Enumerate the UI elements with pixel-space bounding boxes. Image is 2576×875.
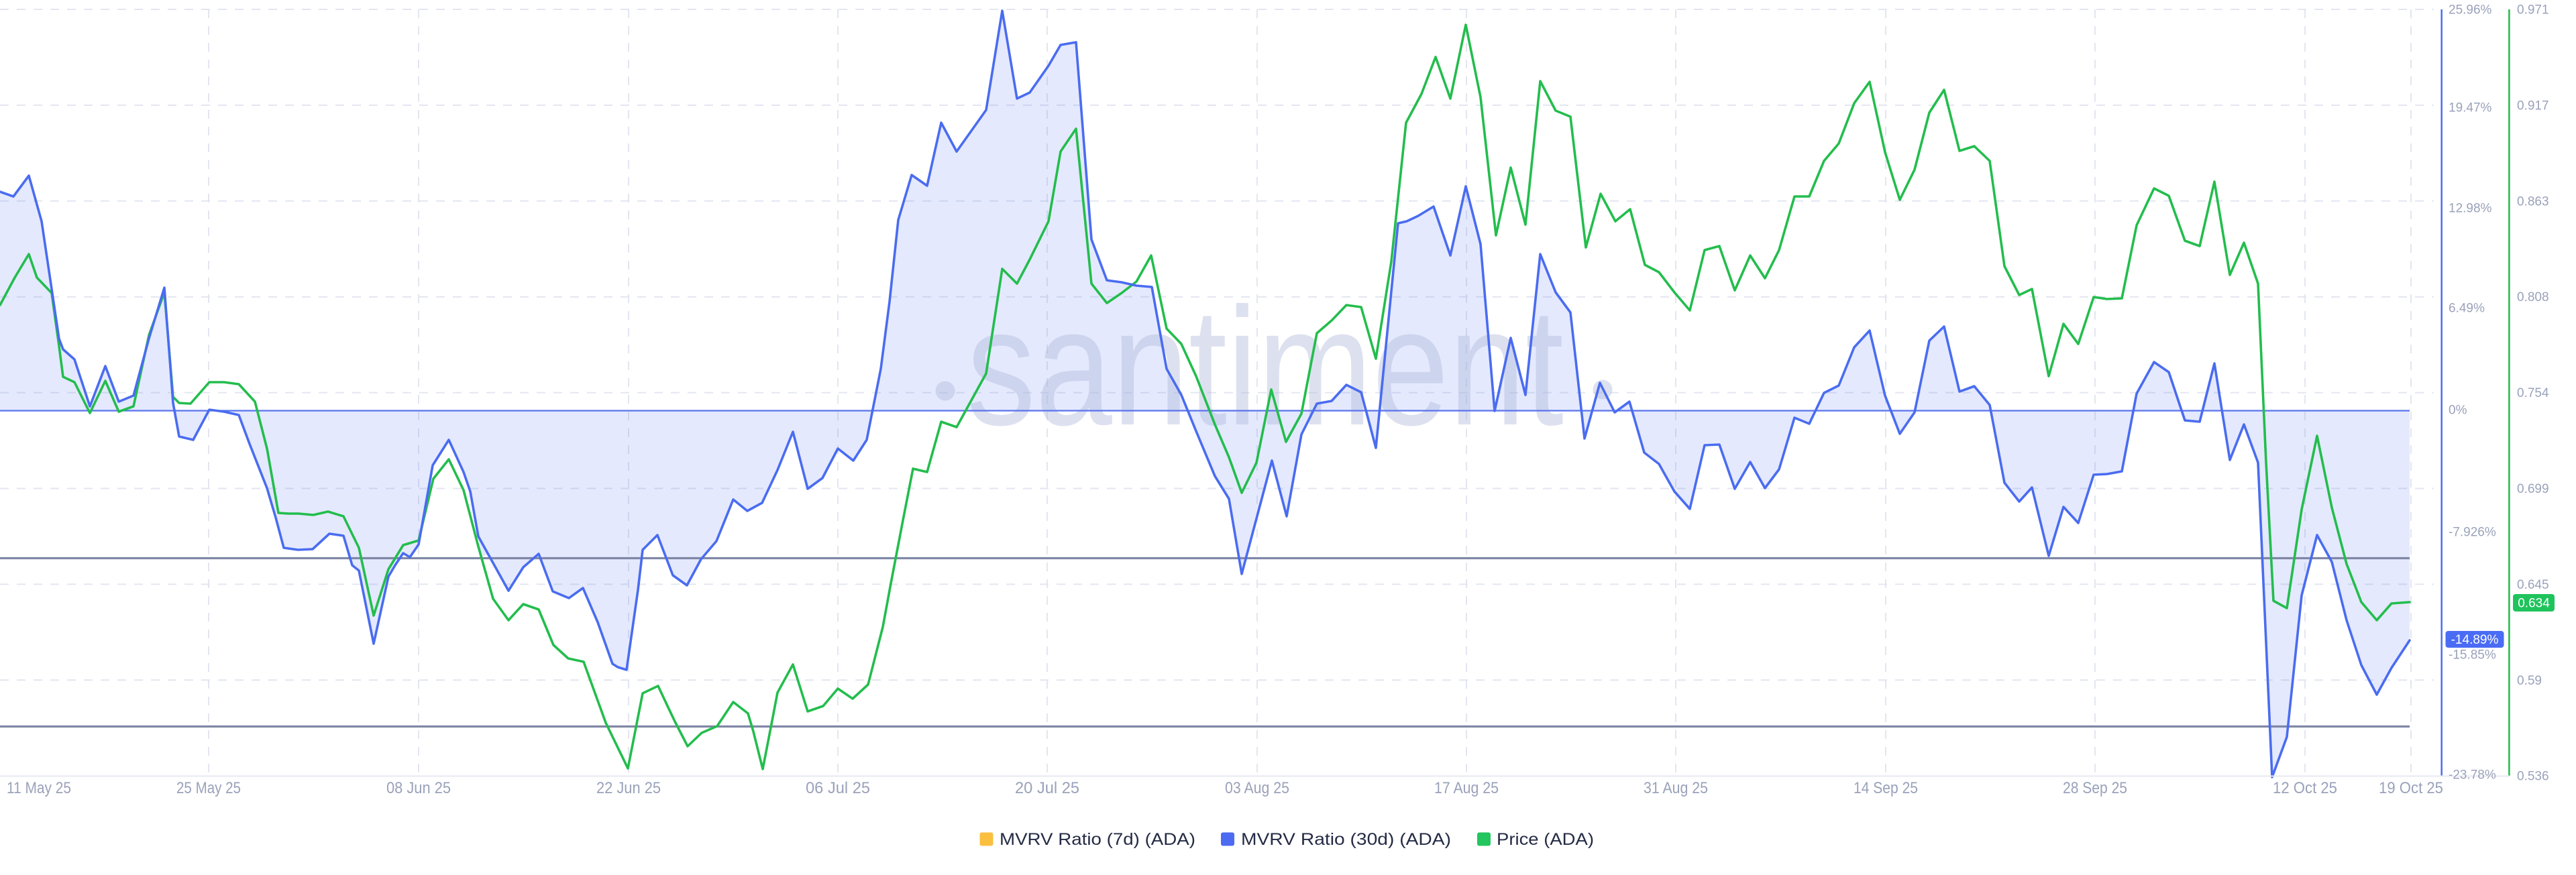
svg-text:12.98%: 12.98% bbox=[2449, 202, 2492, 216]
svg-text:0.536: 0.536 bbox=[2517, 770, 2549, 784]
svg-text:19.47%: 19.47% bbox=[2449, 101, 2492, 115]
svg-text:0.971: 0.971 bbox=[2517, 3, 2549, 17]
svg-text:28 Sep 25: 28 Sep 25 bbox=[2063, 779, 2127, 797]
svg-text:17 Aug 25: 17 Aug 25 bbox=[1434, 779, 1499, 797]
svg-text:08 Jun 25: 08 Jun 25 bbox=[386, 779, 451, 797]
svg-text:0.699: 0.699 bbox=[2517, 482, 2549, 496]
svg-text:-14.89%: -14.89% bbox=[2451, 633, 2499, 647]
svg-text:0.754: 0.754 bbox=[2517, 386, 2549, 400]
svg-text:santiment: santiment bbox=[967, 273, 1564, 460]
svg-text:12 Oct 25: 12 Oct 25 bbox=[2273, 779, 2337, 797]
svg-text:31 Aug 25: 31 Aug 25 bbox=[1644, 779, 1708, 797]
svg-text:06 Jul 25: 06 Jul 25 bbox=[806, 779, 870, 797]
svg-text:0%: 0% bbox=[2449, 404, 2467, 418]
svg-text:25 May 25: 25 May 25 bbox=[176, 779, 241, 797]
svg-text:19 Oct 25: 19 Oct 25 bbox=[2379, 779, 2443, 797]
svg-text:Price (ADA): Price (ADA) bbox=[1497, 830, 1594, 849]
svg-text:0.645: 0.645 bbox=[2517, 578, 2549, 592]
svg-text:03 Aug 25: 03 Aug 25 bbox=[1225, 779, 1289, 797]
svg-text:6.49%: 6.49% bbox=[2449, 302, 2485, 316]
svg-text:14 Sep 25: 14 Sep 25 bbox=[1854, 779, 1918, 797]
svg-text:25.96%: 25.96% bbox=[2449, 3, 2492, 17]
svg-text:22 Jun 25: 22 Jun 25 bbox=[596, 779, 661, 797]
svg-text:-23.78%: -23.78% bbox=[2449, 768, 2496, 782]
svg-text:11 May 25: 11 May 25 bbox=[7, 779, 71, 797]
svg-text:20 Jul 25: 20 Jul 25 bbox=[1015, 779, 1079, 797]
svg-text:MVRV Ratio (30d) (ADA): MVRV Ratio (30d) (ADA) bbox=[1241, 830, 1451, 849]
svg-text:0.917: 0.917 bbox=[2517, 99, 2549, 113]
svg-text:0.808: 0.808 bbox=[2517, 290, 2549, 304]
svg-text:-15.85%: -15.85% bbox=[2449, 648, 2496, 662]
svg-text:-7.926%: -7.926% bbox=[2449, 526, 2496, 540]
svg-text:0.634: 0.634 bbox=[2518, 597, 2550, 611]
svg-text:0.863: 0.863 bbox=[2517, 194, 2549, 209]
svg-text:MVRV Ratio (7d) (ADA): MVRV Ratio (7d) (ADA) bbox=[1000, 830, 1195, 849]
svg-text:0.59: 0.59 bbox=[2517, 674, 2542, 688]
